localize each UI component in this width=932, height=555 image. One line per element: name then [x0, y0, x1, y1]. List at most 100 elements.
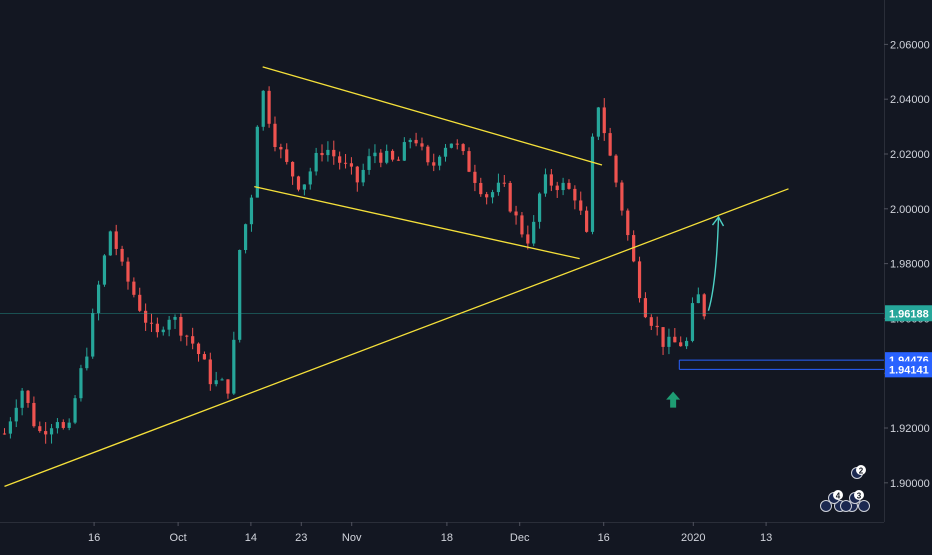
price-tick-label: 1.92000	[890, 423, 930, 435]
candle-up	[590, 136, 595, 232]
time-tick-label: Dec	[510, 532, 530, 544]
candle-down	[291, 161, 295, 177]
candle-down	[355, 166, 359, 183]
event-count-label: 4	[836, 492, 841, 501]
time-tick-label: 23	[295, 532, 307, 544]
flag-icon	[820, 500, 832, 512]
candle-down	[114, 231, 118, 249]
price-tick-label: 1.90000	[890, 478, 930, 490]
time-tick-label: 16	[88, 532, 100, 544]
candle-down	[320, 152, 324, 156]
candle-up	[220, 379, 224, 381]
projection-arrow-line	[707, 216, 720, 311]
candle-up	[302, 184, 306, 190]
candle-up	[79, 368, 83, 399]
candles-layer	[2, 86, 706, 444]
candle-up	[408, 139, 412, 143]
candle-up	[96, 284, 101, 314]
event-count-label: 3	[857, 492, 862, 501]
candle-down	[479, 182, 483, 195]
candle-down	[267, 90, 271, 124]
candle-down	[461, 144, 465, 152]
candle-up	[443, 147, 448, 157]
candle-down	[185, 335, 189, 337]
event-count-label: 2	[859, 467, 864, 476]
candle-down	[585, 210, 589, 232]
event-badges[interactable]: 2 4 3	[820, 465, 870, 512]
candle-up	[367, 156, 371, 170]
candle-down	[379, 152, 383, 163]
candle-down	[2, 433, 7, 435]
candle-down	[144, 310, 148, 323]
time-axis[interactable]: 16 Oct 14 23 Nov 18 Dec 16 2020 13	[88, 522, 772, 544]
candle-up	[690, 303, 695, 341]
candle-up	[543, 174, 548, 194]
event-count-bubble[interactable]	[833, 490, 843, 500]
event-count-bubble[interactable]	[854, 490, 864, 500]
time-tick-label: Nov	[342, 532, 362, 544]
price-tick-label: 2.02000	[890, 149, 930, 161]
flag-icon	[858, 500, 870, 512]
candle-down	[196, 343, 201, 355]
up-arrow-marker	[666, 391, 681, 408]
event-count-bubble[interactable]	[856, 465, 866, 475]
candle-down	[579, 200, 583, 211]
candle-down	[420, 143, 424, 147]
candle-down	[338, 156, 342, 163]
candle-down	[296, 176, 301, 190]
time-tick-label: 2020	[681, 532, 705, 544]
candle-down	[655, 325, 659, 328]
candle-down	[202, 354, 207, 360]
trendline-channel-lower[interactable]	[254, 185, 580, 260]
candle-up	[496, 182, 501, 193]
candle-up	[255, 126, 259, 198]
candle-down	[32, 402, 36, 427]
time-tick-label: 14	[245, 532, 257, 544]
candle-up	[449, 143, 453, 148]
candle-down	[155, 323, 159, 333]
candle-down	[514, 211, 518, 216]
price-tick-label: 2.06000	[890, 39, 930, 51]
candle-up	[402, 142, 406, 161]
candle-down	[555, 185, 559, 191]
candle-down	[649, 317, 653, 326]
candle-down	[191, 336, 195, 344]
candle-down	[414, 139, 418, 144]
candle-up	[684, 340, 689, 347]
candle-up	[8, 421, 12, 434]
candle-up	[108, 231, 112, 256]
candle-down	[226, 379, 230, 394]
candle-down	[132, 281, 136, 295]
candle-down	[679, 342, 683, 347]
candle-down	[673, 336, 677, 343]
candle-up	[261, 90, 265, 127]
candle-down	[508, 182, 512, 212]
price-axis[interactable]: 1.900001.920001.940001.960001.980002.000…	[884, 39, 932, 490]
trendline-channel-upper[interactable]	[262, 66, 603, 166]
candle-down	[637, 261, 642, 299]
candle-down	[285, 149, 289, 162]
trendlines-layer[interactable]	[0, 66, 884, 487]
candle-up	[161, 329, 165, 333]
price-tick-label: 1.98000	[890, 259, 930, 271]
candle-up	[308, 171, 312, 185]
candle-up	[20, 390, 24, 408]
trendline-rising-support[interactable]	[4, 188, 789, 487]
candle-up	[490, 192, 495, 198]
candle-down	[520, 215, 524, 235]
candle-up	[232, 339, 236, 394]
price-marker-label: 1.94141	[889, 364, 929, 376]
price-marker-tag	[885, 361, 932, 378]
candle-up	[361, 169, 365, 183]
candle-down	[614, 155, 618, 183]
candle-down	[120, 248, 124, 262]
time-tick-label: 13	[760, 532, 772, 544]
candle-up	[314, 152, 318, 172]
candle-up	[49, 428, 54, 435]
price-marker-label: 1.96188	[889, 308, 929, 320]
candle-down	[349, 163, 354, 167]
candle-up	[91, 313, 95, 357]
